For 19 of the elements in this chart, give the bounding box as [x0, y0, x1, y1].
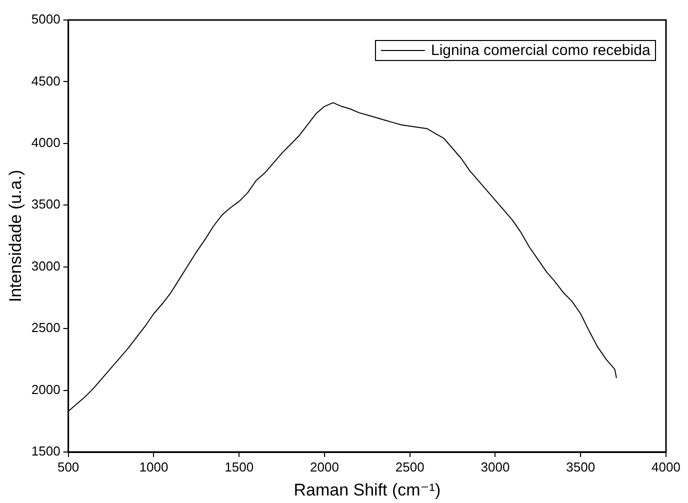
- y-tick-label: 4000: [31, 135, 60, 150]
- y-axis-title: Intensidade (u.a.): [6, 170, 25, 302]
- x-tick-label: 500: [57, 459, 80, 474]
- x-tick-label: 1000: [139, 459, 168, 474]
- y-tick-label: 2000: [31, 382, 60, 397]
- x-tick-label: 2000: [310, 459, 339, 474]
- y-tick-label: 4500: [31, 73, 60, 88]
- x-tick-label: 3000: [480, 459, 510, 474]
- y-tick-label: 1500: [31, 444, 60, 459]
- y-tick-label: 3500: [31, 196, 60, 212]
- y-tick-label: 3000: [31, 258, 60, 274]
- y-tick-label: 2500: [31, 320, 60, 336]
- y-tick-label: 5000: [31, 12, 60, 27]
- x-axis-title: Raman Shift (cm⁻¹): [294, 480, 441, 500]
- x-tick-label: 2500: [395, 459, 424, 474]
- legend-label: Lignina comercial como recebida: [431, 42, 650, 59]
- x-tick-label: 1500: [224, 459, 254, 474]
- x-tick-label: 4000: [652, 459, 680, 474]
- x-tick-label: 3500: [566, 459, 596, 474]
